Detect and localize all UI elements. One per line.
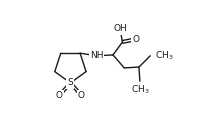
Text: CH$_3$: CH$_3$ (155, 49, 173, 62)
Text: CH$_3$: CH$_3$ (130, 84, 149, 96)
Text: O: O (132, 35, 139, 44)
Text: NH: NH (90, 51, 103, 60)
Text: OH: OH (113, 24, 127, 33)
Text: O: O (56, 91, 63, 100)
Text: O: O (78, 91, 85, 100)
Text: S: S (68, 78, 73, 88)
